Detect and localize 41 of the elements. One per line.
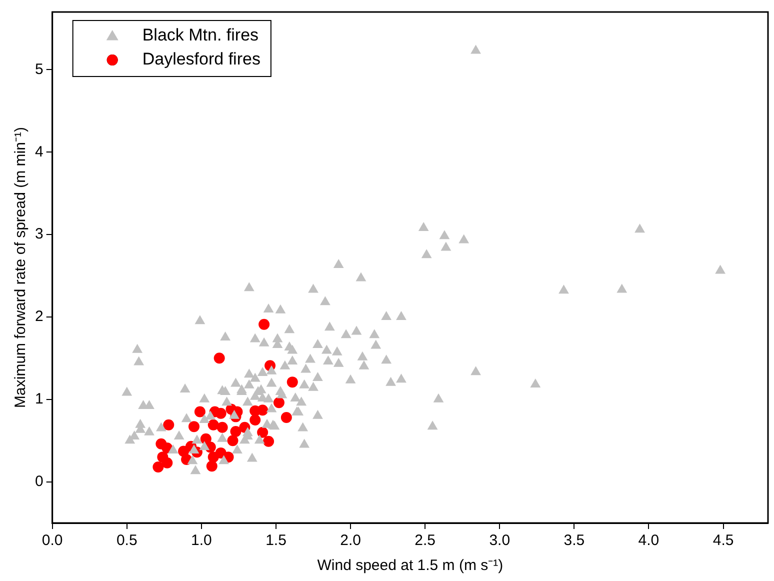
x-tick-label: 4.5 <box>712 532 734 550</box>
x-tick-label: 1.0 <box>191 532 212 550</box>
x-tick-label: 2.0 <box>340 532 361 550</box>
y-tick-label: 4 <box>35 143 44 160</box>
point <box>216 422 228 433</box>
legend-label: Black Mtn. fires <box>142 26 259 45</box>
point <box>206 460 218 472</box>
y-axis-title: Maximum forward rate of spread (m min⁻¹) <box>12 127 30 408</box>
point <box>257 404 268 416</box>
x-tick-label: 0.0 <box>42 532 63 550</box>
point <box>250 414 261 426</box>
x-tick-label: 2.5 <box>414 532 436 550</box>
point <box>208 452 219 463</box>
point <box>215 408 226 419</box>
y-tick-label: 1 <box>35 390 44 408</box>
point <box>162 457 173 468</box>
point <box>152 461 164 472</box>
point <box>286 376 298 388</box>
point <box>258 318 270 330</box>
x-tick-label: 3.0 <box>489 532 510 550</box>
point <box>214 352 225 364</box>
x-tick-label: 0.5 <box>116 532 138 550</box>
point <box>273 397 284 408</box>
point <box>280 412 292 424</box>
point <box>194 406 206 418</box>
x-tick-label: 4.0 <box>638 532 660 550</box>
point <box>227 435 238 446</box>
y-tick-label: 2 <box>35 308 44 326</box>
point <box>163 419 174 430</box>
point <box>188 421 200 432</box>
y-tick-label: 0 <box>35 472 44 490</box>
x-tick-label: 1.5 <box>266 532 286 550</box>
y-tick-label: 3 <box>35 226 44 243</box>
point <box>230 426 242 438</box>
x-axis-title: Wind speed at 1.5 m (m s⁻¹) <box>317 557 504 574</box>
point <box>208 419 219 430</box>
point <box>263 436 274 447</box>
point <box>257 426 268 438</box>
x-tick-label: 3.5 <box>564 532 585 550</box>
y-tick-label: 5 <box>35 60 44 78</box>
legend-label: Daylesford fires <box>142 50 260 69</box>
